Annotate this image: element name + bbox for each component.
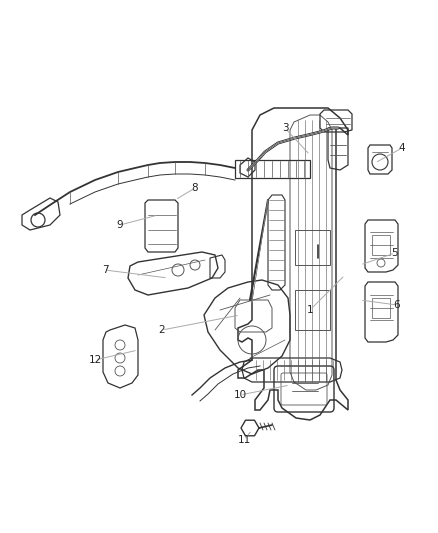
Text: 5: 5 — [392, 248, 398, 258]
Text: 7: 7 — [102, 265, 108, 275]
Text: 3: 3 — [282, 123, 288, 133]
Text: 2: 2 — [159, 325, 165, 335]
Text: 4: 4 — [399, 143, 405, 153]
Text: 10: 10 — [233, 390, 247, 400]
Text: 6: 6 — [394, 300, 400, 310]
Text: 1: 1 — [307, 305, 313, 315]
Text: 11: 11 — [237, 435, 251, 445]
Text: 9: 9 — [117, 220, 124, 230]
Text: 12: 12 — [88, 355, 102, 365]
Text: 8: 8 — [192, 183, 198, 193]
